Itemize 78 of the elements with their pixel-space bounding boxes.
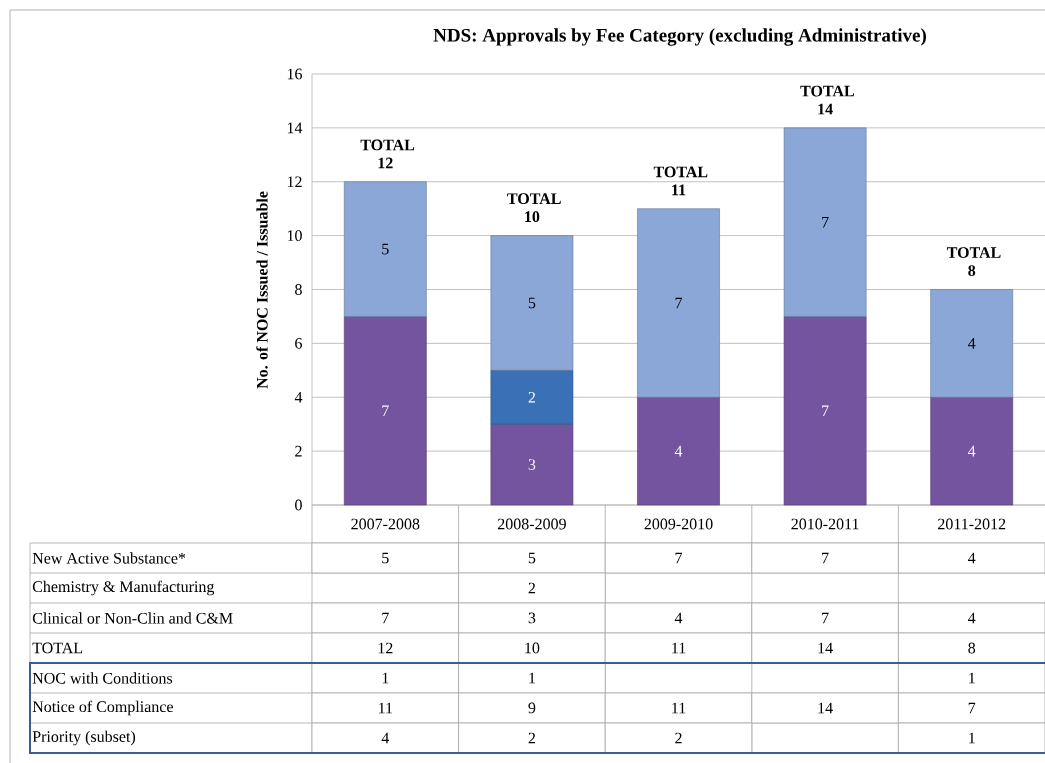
x-tick-label: 2009-2010 [644, 518, 713, 530]
data-label: 5 [382, 243, 389, 255]
bar [343, 181, 427, 317]
data-label: 4 [968, 338, 976, 349]
y-tick-label: New Active Substance* [32, 552, 186, 564]
data-label: 4 [674, 445, 683, 457]
data-label: 3 [528, 612, 536, 624]
bar [930, 396, 1014, 506]
data-label: 2 [528, 732, 536, 744]
x-tick-label: 2010-2011 [791, 518, 859, 530]
y-tick-label: 10 [287, 230, 302, 242]
data-label: 7 [822, 612, 829, 624]
data-label: 8 [968, 642, 976, 654]
total-label: TOTAL 14 [800, 85, 854, 115]
data-label: 11 [672, 642, 686, 654]
bar [783, 127, 867, 317]
data-label: 7 [822, 216, 829, 228]
data-label: 11 [672, 702, 686, 714]
data-label: 1 [969, 732, 975, 744]
data-label: 7 [382, 405, 389, 416]
y-tick-label: Clinical or Non-Clin and C&M [32, 612, 233, 624]
y-tick-label: 2 [295, 445, 302, 457]
data-label: 12 [378, 642, 393, 654]
data-label: 4 [968, 445, 976, 457]
data-label: 7 [968, 702, 976, 714]
y-tick-label: NOC with Conditions [32, 672, 173, 684]
data-label: 2 [528, 391, 536, 403]
data-label: 7 [822, 405, 829, 416]
y-tick-label: Notice of Compliance [32, 700, 173, 716]
total-label: TOTAL 12 [360, 139, 415, 169]
chart-title: NDS: Approvals by Fee Category (excluding Administrative) [433, 28, 926, 46]
data-label: 7 [382, 612, 389, 624]
data-label: 4 [968, 552, 976, 564]
y-tick-label: 14 [287, 122, 303, 134]
bar [783, 316, 867, 506]
data-label: 4 [968, 612, 976, 624]
y-tick-label: Priority (subset) [32, 730, 136, 746]
total-label: TOTAL 8 [946, 247, 1001, 276]
data-label: 9 [528, 702, 536, 714]
data-label: 1 [969, 672, 975, 684]
data-label: 11 [379, 702, 393, 714]
y-tick-label: 4 [294, 391, 303, 403]
y-tick-label: 16 [287, 68, 302, 80]
data-label: 2 [675, 732, 682, 744]
bar [637, 396, 720, 506]
x-tick-label: 2008-2009 [497, 518, 566, 530]
data-label: 1 [382, 672, 389, 684]
data-label: 3 [528, 459, 536, 470]
y-tick-label: 0 [295, 499, 302, 511]
bar [490, 235, 574, 371]
bar [343, 316, 427, 506]
y-tick-label: 6 [295, 338, 302, 349]
x-tick-label: 2011-2012 [938, 518, 1006, 530]
y-tick-label: Chemistry & Manufacturing [32, 580, 215, 596]
y-tick-label: TOTAL [32, 642, 83, 654]
data-label: 5 [382, 552, 389, 564]
y-axis-title: No. of NOC Issued / Issuable [256, 191, 268, 389]
data-label: 7 [675, 552, 683, 564]
y-tick-label: 12 [287, 176, 302, 188]
data-label: 7 [822, 552, 829, 564]
data-label: 14 [818, 642, 833, 654]
data-label: 4 [674, 612, 683, 624]
bar [490, 423, 574, 506]
total-label: TOTAL 10 [507, 193, 561, 223]
data-label: 10 [525, 642, 540, 654]
bar [490, 370, 574, 425]
bar [637, 208, 720, 398]
data-label: 5 [528, 297, 536, 309]
data-label: 1 [529, 672, 535, 684]
total-label: TOTAL 11 [653, 166, 708, 196]
data-label: 14 [818, 702, 833, 714]
y-tick-label: 8 [295, 284, 302, 295]
data-label: 5 [528, 552, 536, 564]
data-label: 7 [675, 297, 683, 309]
data-label: 4 [381, 732, 390, 744]
data-label: 2 [528, 582, 536, 594]
bar [930, 289, 1014, 398]
x-tick-label: 2007-2008 [351, 518, 420, 530]
